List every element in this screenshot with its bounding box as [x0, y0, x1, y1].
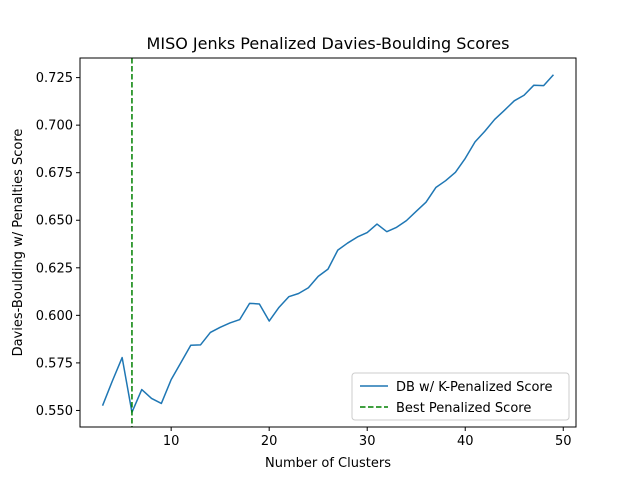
- legend: DB w/ K-Penalized Score Best Penalized S…: [351, 372, 570, 421]
- y-tick-label: 0.625: [36, 261, 73, 276]
- x-tick-label: 30: [359, 434, 376, 449]
- legend-label-best-score: Best Penalized Score: [396, 401, 531, 416]
- series-layer: [101, 58, 555, 427]
- y-tick-label: 0.600: [36, 309, 73, 324]
- x-axis-ticks: 10 20 30 40 50: [163, 427, 572, 449]
- y-axis-title: Davies-Boulding w/ Penalties Score: [11, 129, 26, 357]
- x-tick-label: 50: [555, 434, 572, 449]
- y-tick-label: 0.550: [36, 404, 73, 419]
- x-tick-label: 40: [457, 434, 474, 449]
- y-tick-label: 0.725: [36, 71, 73, 86]
- y-tick-label: 0.650: [36, 214, 73, 229]
- legend-label-db-score: DB w/ K-Penalized Score: [396, 380, 552, 395]
- y-tick-label: 0.575: [36, 356, 73, 371]
- y-tick-label: 0.675: [36, 166, 73, 181]
- axes-frame: [79, 57, 577, 428]
- chart-title: MISO Jenks Penalized Davies-Boulding Sco…: [147, 34, 510, 53]
- y-tick-label: 0.700: [36, 119, 73, 134]
- legend-box: [351, 372, 570, 421]
- plot-area: [80, 58, 576, 427]
- x-tick-label: 20: [261, 434, 278, 449]
- x-tick-label: 10: [163, 434, 180, 449]
- y-axis-ticks: 0.550 0.575 0.600 0.625 0.650 0.675 0.700 0.725: [36, 71, 80, 419]
- series-line-db-score: [101, 74, 555, 414]
- x-axis-title: Number of Clusters: [265, 456, 391, 471]
